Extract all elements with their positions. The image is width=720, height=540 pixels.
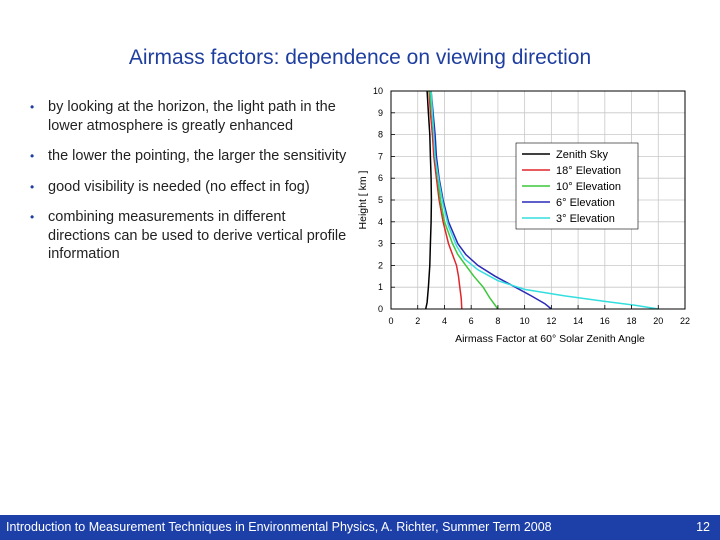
x-tick-label: 16 (600, 316, 610, 326)
y-tick-label: 9 (378, 108, 383, 118)
footer-bar: Introduction to Measurement Techniques i… (0, 515, 720, 540)
bullet-text: good visibility is needed (no effect in … (48, 178, 310, 195)
y-tick-label: 1 (378, 282, 383, 292)
legend-label: 3° Elevation (556, 213, 615, 225)
x-tick-label: 0 (388, 316, 393, 326)
x-tick-label: 22 (680, 316, 690, 326)
footer-text: Introduction to Measurement Techniques i… (6, 520, 552, 534)
bullet-text: by looking at the horizon, the light pat… (48, 99, 336, 134)
chart-legend: Zenith Sky 18° Elevation 10° Elevation 6° E… (515, 142, 639, 230)
bullet-item: • by looking at the horizon, the light pa… (30, 98, 350, 135)
y-tick-label: 0 (378, 304, 383, 314)
x-tick-label: 10 (520, 316, 530, 326)
y-tick-label: 2 (378, 260, 383, 270)
page-number: 12 (696, 520, 710, 534)
legend-label: 18° Elevation (556, 165, 621, 177)
y-tick-label: 10 (373, 86, 383, 96)
y-tick-label: 6 (378, 173, 383, 183)
x-tick-label: 12 (546, 316, 556, 326)
x-tick-label: 4 (442, 316, 447, 326)
series-line-4 (430, 90, 552, 310)
y-tick-label: 7 (378, 151, 383, 161)
bullet-dot-icon: • (30, 179, 35, 194)
slide-title: Airmass factors: dependence on viewing d… (128, 46, 592, 69)
bullet-text: the lower the pointing, the larger the s… (48, 148, 347, 164)
bullet-dot-icon: • (30, 149, 35, 163)
bullet-dot-icon: • (30, 100, 35, 114)
y-axis-label: Height [ km ] (357, 170, 369, 229)
legend-label: 10° Elevation (556, 181, 621, 193)
x-axis-label: Airmass Factor at 60° Solar Zenith Angle (455, 333, 645, 345)
bullet-dot-icon: • (30, 210, 35, 224)
series-line-2 (428, 90, 463, 310)
bullet-text: combining measurements in different dire… (48, 209, 347, 262)
x-tick-label: 20 (653, 316, 663, 326)
y-tick-label: 3 (378, 239, 383, 249)
x-tick-label: 18 (627, 316, 637, 326)
y-tick-label: 4 (378, 217, 383, 227)
bullet-item: • combining measurements in different dir… (30, 208, 350, 264)
y-tick-label: 8 (378, 130, 383, 140)
y-tick-label: 5 (378, 195, 383, 205)
legend-label: Zenith Sky (556, 149, 608, 161)
legend-label: 6° Elevation (556, 197, 615, 209)
chart-series-group (424, 90, 659, 310)
series-line-5 (430, 90, 659, 310)
x-tick-label: 14 (573, 316, 583, 326)
bullet-item: • the lower the pointing, the larger the … (30, 147, 350, 166)
bullet-item: • good visibility is needed (no effect in… (30, 178, 350, 197)
bullet-list: • by looking at the horizon, the light pa… (30, 98, 350, 276)
series-line-1 (424, 90, 433, 310)
x-tick-label: 2 (415, 316, 420, 326)
x-tick-label: 6 (469, 316, 474, 326)
x-tick-label: 8 (495, 316, 500, 326)
